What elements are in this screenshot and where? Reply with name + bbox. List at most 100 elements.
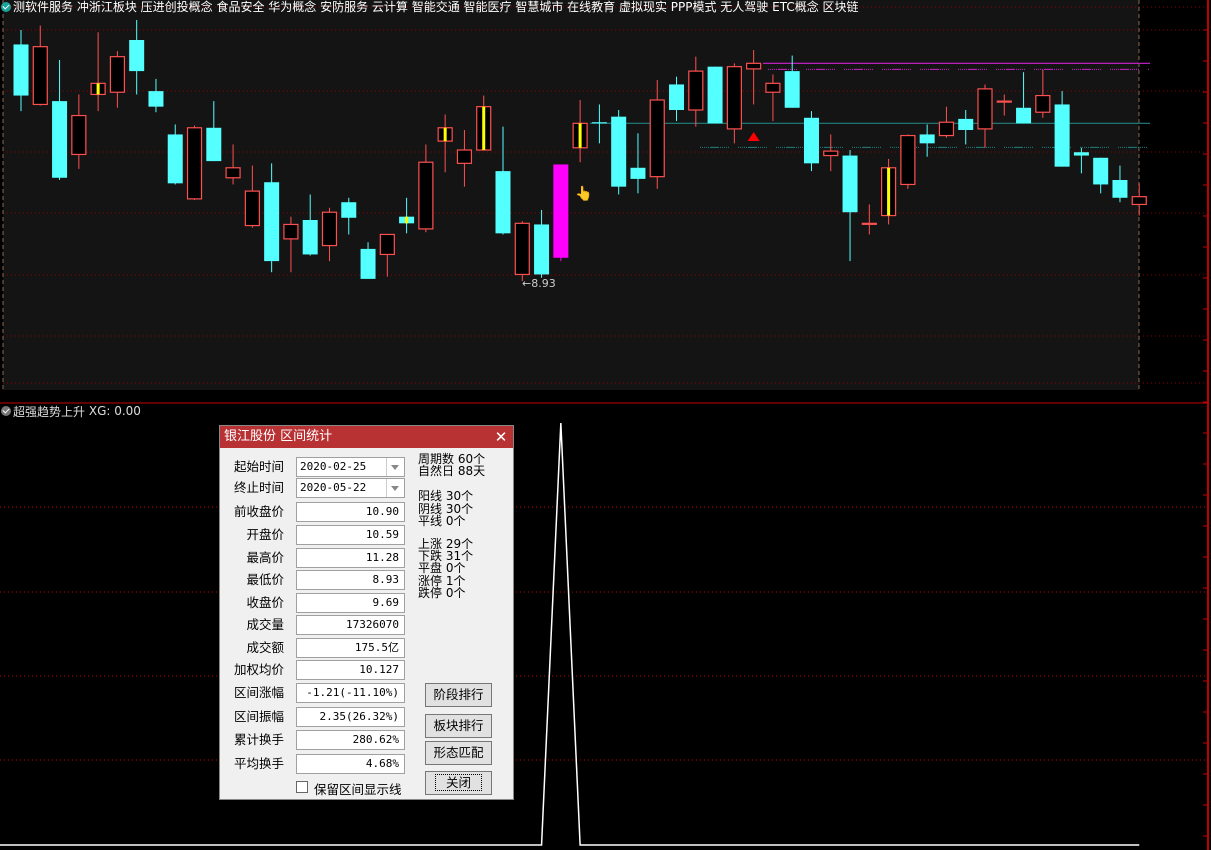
value-field[interactable]: 10.59 — [296, 525, 405, 545]
candle-body — [1016, 107, 1032, 124]
highlight-mark — [443, 127, 447, 142]
stat-value: 60个 — [457, 452, 486, 466]
field-value: 10.59 — [365, 528, 399, 541]
field-label: 成交额 — [246, 640, 284, 655]
stat-label: 平盘 — [418, 561, 443, 575]
value-field[interactable]: 17326070 — [296, 615, 405, 635]
keep-interval-line-checkbox[interactable] — [296, 781, 308, 793]
xg-indicator-line — [0, 422, 1140, 846]
candle-body — [264, 182, 280, 262]
candle-body — [591, 122, 607, 124]
chevron-down-icon[interactable] — [386, 479, 404, 497]
concepts-text[interactable]: 测软件服务 冲浙江板块 压进创投概念 食品安全 华为概念 安防服务 云计算 智能… — [13, 0, 859, 14]
stat-label: 自然日 — [418, 464, 455, 478]
candle-body — [148, 91, 164, 107]
candle-body — [13, 44, 29, 96]
low-price-marker: ←8.93 — [522, 277, 556, 290]
candle-body — [52, 101, 68, 178]
candle-body — [283, 223, 299, 240]
candle-body — [1073, 152, 1089, 156]
pattern-match-button[interactable]: 形态匹配 — [425, 741, 492, 765]
stat-value: 30个 — [445, 489, 474, 503]
value-field[interactable]: 11.28 — [296, 548, 405, 568]
field-label: 起始时间 — [233, 459, 284, 474]
stat-label: 跌停 — [418, 586, 443, 600]
candle-body — [225, 167, 241, 179]
candle-body — [611, 116, 627, 187]
date-combo[interactable]: 2020-05-22 — [296, 478, 405, 498]
close-button[interactable]: 关闭 — [425, 771, 492, 795]
value-field[interactable]: 9.69 — [296, 593, 405, 613]
field-value: 2.35(26.32%) — [319, 710, 399, 723]
indicator-value: XG: 0.00 — [88, 404, 141, 418]
highlight-mark — [887, 167, 891, 216]
field-label: 加权均价 — [233, 662, 284, 677]
field-label: 收盘价 — [246, 595, 284, 610]
chevron-down-icon[interactable] — [386, 458, 404, 476]
indicator-name: 超强趋势上升 — [13, 404, 86, 419]
stat-value: 1个 — [445, 574, 466, 588]
value-field[interactable]: -1.21(-11.10%) — [296, 683, 405, 703]
candle-body — [167, 134, 183, 184]
candle-body — [379, 233, 395, 256]
concept-bar: 测软件服务 冲浙江板块 压进创投概念 食品安全 华为概念 安防服务 云计算 智能… — [0, 0, 859, 14]
stat-value: 0个 — [445, 561, 466, 575]
close-icon[interactable]: ✕ — [494, 428, 508, 446]
value-field[interactable]: 10.127 — [296, 660, 405, 680]
field-value: 280.62% — [352, 733, 399, 746]
candle-body — [1054, 104, 1070, 167]
candle-body — [688, 70, 704, 111]
stat-label: 下跌 — [418, 549, 443, 563]
stat-value: 29个 — [445, 537, 474, 551]
field-value: 175.5亿 — [354, 641, 399, 654]
stat-item: 周期数 60个 — [418, 452, 486, 466]
field-value: 8.93 — [372, 573, 400, 586]
candle-body — [900, 134, 916, 186]
stat-item: 涨停 1个 — [418, 574, 466, 588]
highlight-mark — [96, 83, 100, 95]
stat-value: 31个 — [445, 549, 474, 563]
sector-rank-button[interactable]: 板块排行 — [425, 714, 492, 738]
field-label: 终止时间 — [233, 480, 284, 495]
value-field[interactable]: 175.5亿 — [296, 638, 405, 658]
field-value: 10.90 — [365, 505, 399, 518]
field-value: 2020-05-22 — [300, 481, 367, 494]
stat-item: 平盘 0个 — [418, 561, 466, 575]
field-value: 4.68% — [365, 757, 399, 770]
date-combo[interactable]: 2020-02-25 — [296, 457, 405, 477]
value-field[interactable]: 4.68% — [296, 754, 405, 774]
candle-body — [514, 222, 530, 276]
button-label: 关闭 — [434, 774, 483, 791]
stage-rank-button[interactable]: 阶段排行 — [425, 683, 492, 707]
stat-item: 上涨 29个 — [418, 537, 474, 551]
interval-stats-dialog: 银江股份 区间统计 ✕ 起始时间 2020-02-25 终止时间 2020-05-22… — [219, 425, 514, 800]
candle-body — [958, 118, 974, 130]
candle-body — [553, 164, 569, 258]
check-circle-icon — [1, 406, 11, 416]
candle-body — [938, 121, 955, 137]
candle-body — [1035, 94, 1051, 113]
field-label: 区间振幅 — [233, 709, 284, 724]
candle-body — [534, 224, 550, 275]
stat-value: 30个 — [445, 502, 474, 516]
candle-body — [746, 62, 762, 70]
candle-body — [244, 190, 260, 227]
keep-interval-line-label[interactable]: 保留区间显示线 — [314, 782, 402, 797]
stat-item: 自然日 88天 — [418, 464, 485, 478]
candle-body — [321, 211, 338, 247]
field-value: 9.69 — [372, 596, 400, 609]
candle-body — [630, 167, 646, 179]
candle-body — [1112, 180, 1128, 198]
value-field[interactable]: 2.35(26.32%) — [296, 707, 405, 727]
dialog-title-bar[interactable]: 银江股份 区间统计 — [220, 426, 513, 448]
candle-body — [823, 150, 839, 157]
button-label: 形态匹配 — [433, 745, 484, 760]
stat-label: 上涨 — [418, 537, 443, 551]
indicator-label[interactable]: 超强趋势上升 XG: 0.00 — [0, 404, 141, 419]
value-field[interactable]: 8.93 — [296, 570, 405, 590]
candle-body — [803, 117, 819, 164]
candle-body — [842, 155, 858, 213]
value-field[interactable]: 280.62% — [296, 730, 405, 750]
value-field[interactable]: 10.90 — [296, 502, 405, 522]
